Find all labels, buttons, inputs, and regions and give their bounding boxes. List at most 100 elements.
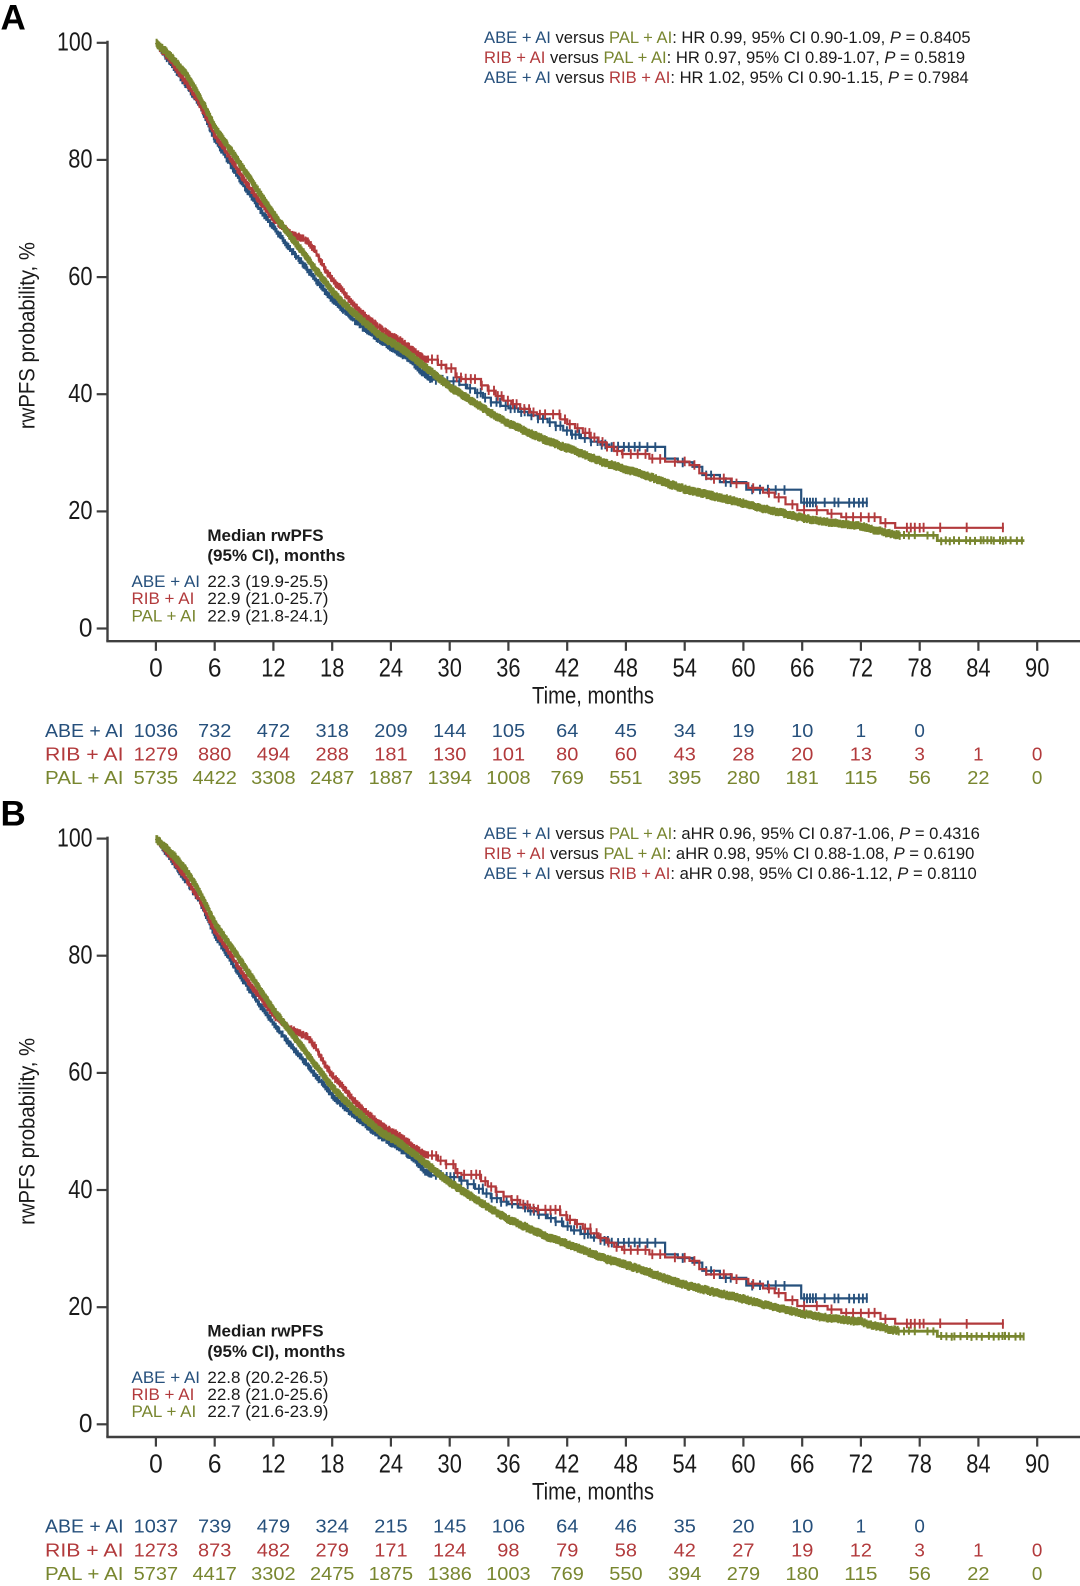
svg-text:ABE + AI versus PAL + AI: HR 0: ABE + AI versus PAL + AI: HR 0.99, 95% C… [484,28,971,47]
svg-text:13: 13 [850,744,872,765]
svg-text:42: 42 [555,1450,579,1478]
svg-text:24: 24 [379,1450,403,1478]
svg-text:0: 0 [149,1450,163,1478]
svg-text:22.9 (21.0-25.7): 22.9 (21.0-25.7) [207,589,328,608]
svg-text:1: 1 [973,744,984,765]
svg-text:35: 35 [674,1516,696,1537]
svg-text:124: 124 [433,1539,466,1560]
svg-text:472: 472 [257,720,290,741]
svg-text:10: 10 [791,1516,813,1537]
svg-text:215: 215 [374,1516,407,1537]
svg-text:20: 20 [732,1516,754,1537]
svg-text:288: 288 [316,744,349,765]
svg-text:60: 60 [731,1450,755,1478]
svg-text:551: 551 [609,767,642,788]
svg-text:0: 0 [1032,1563,1043,1584]
svg-text:1273: 1273 [134,1539,178,1560]
svg-text:A: A [1,0,26,38]
svg-text:(95% CI), months: (95% CI), months [207,546,345,565]
svg-text:1037: 1037 [134,1516,178,1537]
svg-text:873: 873 [198,1539,231,1560]
svg-text:(95% CI), months: (95% CI), months [207,1342,345,1361]
svg-text:880: 880 [198,744,231,765]
svg-text:78: 78 [908,1450,932,1478]
svg-text:19: 19 [732,720,754,741]
svg-text:40: 40 [68,380,92,408]
svg-text:60: 60 [68,1059,92,1087]
svg-text:18: 18 [320,1450,344,1478]
svg-text:46: 46 [615,1516,637,1537]
svg-text:171: 171 [374,1539,407,1560]
svg-text:12: 12 [850,1539,872,1560]
svg-text:ABE + AI versus RIB + AI: aHR: ABE + AI versus RIB + AI: aHR 0.98, 95% … [484,864,977,883]
svg-text:78: 78 [908,655,932,683]
svg-text:79: 79 [556,1539,578,1560]
svg-text:1003: 1003 [486,1563,530,1584]
svg-text:12: 12 [261,1450,285,1478]
svg-text:27: 27 [732,1539,754,1560]
svg-text:318: 318 [316,720,349,741]
svg-text:324: 324 [316,1516,349,1537]
svg-text:115: 115 [844,1563,877,1584]
svg-text:482: 482 [257,1539,290,1560]
svg-text:1386: 1386 [428,1563,472,1584]
svg-text:1: 1 [856,720,867,741]
svg-text:80: 80 [68,146,92,174]
svg-text:rwPFS probability, %: rwPFS probability, % [15,242,40,429]
svg-text:3: 3 [914,1539,925,1560]
svg-text:22: 22 [967,1563,989,1584]
svg-text:3302: 3302 [251,1563,295,1584]
svg-text:90: 90 [1025,655,1049,683]
svg-text:Median rwPFS: Median rwPFS [207,526,323,545]
svg-text:115: 115 [844,767,877,788]
svg-text:4422: 4422 [193,767,237,788]
svg-text:PAL + AI: PAL + AI [132,606,197,625]
svg-text:Time, months: Time, months [532,1480,654,1506]
svg-text:58: 58 [615,1539,637,1560]
svg-text:54: 54 [673,1450,697,1478]
svg-text:2487: 2487 [310,767,354,788]
svg-text:6: 6 [208,1450,222,1478]
svg-text:20: 20 [68,1293,92,1321]
svg-text:550: 550 [609,1563,642,1584]
svg-text:280: 280 [727,767,760,788]
svg-text:36: 36 [496,655,520,683]
svg-text:1394: 1394 [428,767,472,788]
svg-text:ABE + AI: ABE + AI [45,1516,124,1537]
svg-text:1887: 1887 [369,767,413,788]
svg-text:0: 0 [1032,767,1043,788]
svg-text:20: 20 [791,744,813,765]
svg-text:Time, months: Time, months [532,684,654,710]
svg-text:1036: 1036 [134,720,178,741]
svg-text:RIB + AI: RIB + AI [132,1385,195,1404]
svg-text:34: 34 [674,720,696,741]
svg-text:130: 130 [433,744,466,765]
svg-text:rwPFS probability, %: rwPFS probability, % [15,1038,40,1225]
svg-text:100: 100 [57,824,93,852]
svg-text:B: B [1,795,26,834]
svg-text:30: 30 [438,655,462,683]
svg-text:22.8 (20.2-26.5): 22.8 (20.2-26.5) [207,1368,328,1387]
svg-text:22.7 (21.6-23.9): 22.7 (21.6-23.9) [207,1402,328,1421]
svg-text:24: 24 [379,655,403,683]
svg-text:12: 12 [261,655,285,683]
svg-text:45: 45 [615,720,637,741]
svg-text:10: 10 [791,720,813,741]
svg-text:279: 279 [316,1539,349,1560]
svg-text:56: 56 [909,1563,931,1584]
svg-text:106: 106 [492,1516,525,1537]
svg-text:28: 28 [732,744,754,765]
svg-text:105: 105 [492,720,525,741]
svg-text:64: 64 [556,1516,578,1537]
svg-text:ABE + AI: ABE + AI [132,1368,201,1387]
svg-text:ABE + AI versus PAL + AI: aHR: ABE + AI versus PAL + AI: aHR 0.96, 95% … [484,824,980,843]
svg-text:43: 43 [674,744,696,765]
svg-text:0: 0 [79,614,93,642]
svg-text:Median rwPFS: Median rwPFS [207,1322,323,1341]
svg-text:144: 144 [433,720,466,741]
svg-text:RIB + AI versus PAL + AI: aHR: RIB + AI versus PAL + AI: aHR 0.98, 95% … [484,844,974,863]
svg-text:279: 279 [727,1563,760,1584]
svg-text:42: 42 [674,1539,696,1560]
svg-text:6: 6 [208,655,222,683]
svg-text:19: 19 [791,1539,813,1560]
